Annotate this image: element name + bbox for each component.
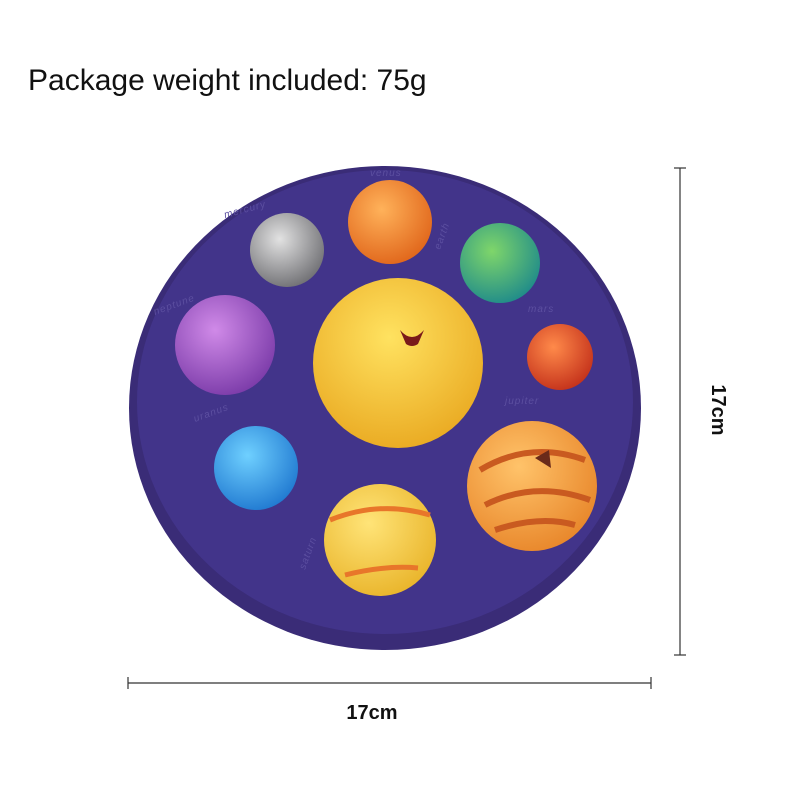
planet (175, 295, 275, 395)
dimension-lines (127, 167, 686, 689)
planet (214, 426, 298, 510)
width-label: 17cm (346, 702, 397, 724)
planet (527, 324, 593, 390)
planet-stripes (478, 449, 592, 533)
title: Package weight included: 75g (28, 64, 427, 97)
embossed-label: jupiter (503, 396, 539, 407)
planet-stripes (329, 506, 431, 578)
face (535, 450, 551, 468)
embossed-label: venus (370, 168, 402, 179)
planet (324, 484, 436, 596)
planet (250, 213, 324, 287)
embossed-label: mars (528, 304, 554, 315)
planet (348, 180, 432, 264)
planet (460, 223, 540, 303)
toy: mercury venus earth mars jupiter saturn … (129, 166, 641, 650)
planet (313, 278, 483, 448)
height-label: 17cm (707, 384, 729, 435)
face (400, 330, 424, 346)
planet (467, 421, 597, 551)
